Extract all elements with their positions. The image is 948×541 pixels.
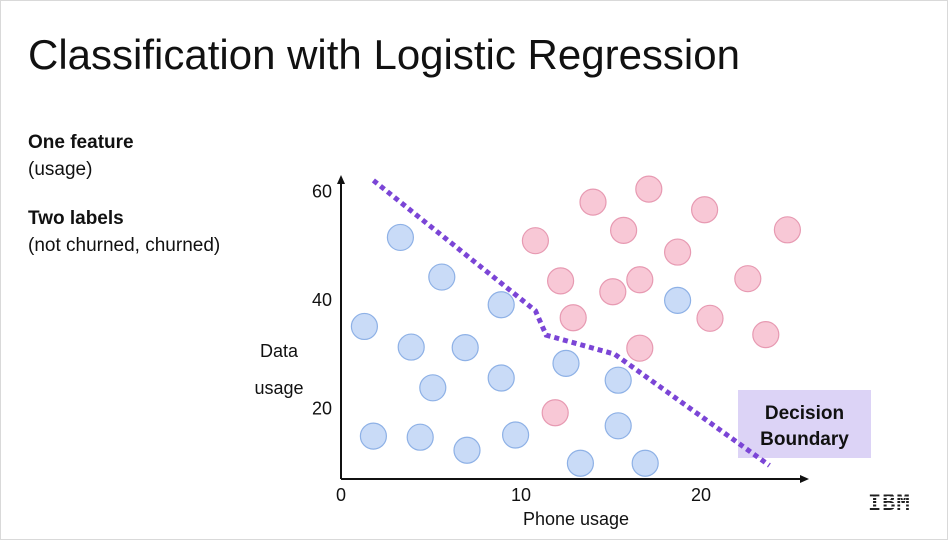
decision-boundary-line	[371, 178, 771, 468]
y-axis-arrow	[337, 175, 345, 184]
not-churned-point	[604, 366, 632, 394]
churned-point	[521, 227, 550, 255]
churned-point	[696, 304, 724, 332]
not-churned-point	[566, 449, 595, 477]
y-tick-label: 60	[312, 181, 332, 201]
ibm-logo: IBM	[868, 491, 911, 516]
churned-point	[635, 175, 663, 203]
not-churned-point	[487, 291, 515, 319]
not-churned-point	[453, 436, 481, 464]
decision-boundary-label-line1: Decision	[765, 403, 844, 424]
churned-point	[546, 267, 575, 295]
x-axis-arrow	[800, 475, 809, 483]
slide-title: Classification with Logistic Regression	[28, 31, 740, 78]
not-churned-point	[501, 421, 530, 449]
churned-point	[690, 196, 719, 224]
churned-point	[541, 399, 569, 427]
not-churned-point	[359, 422, 387, 450]
not-churned-point	[663, 286, 692, 314]
y-tick-label: 20	[312, 398, 332, 418]
y-tick-label: 40	[312, 290, 332, 310]
decision-boundary-label-line2: Boundary	[760, 429, 849, 450]
churned-point	[663, 238, 692, 266]
churned-point	[773, 216, 802, 244]
not-churned-point	[419, 374, 447, 402]
churned-point	[579, 188, 607, 216]
not-churned-point	[406, 423, 434, 451]
churned-point	[626, 266, 654, 294]
x-axis-label: Phone usage	[523, 509, 629, 529]
churned-point	[734, 265, 762, 293]
not-churned-point	[487, 364, 515, 392]
churned-point	[752, 321, 780, 349]
feature-heading: One feature	[28, 132, 134, 153]
not-churned-point	[451, 334, 479, 362]
churned-point	[609, 216, 638, 244]
not-churned-point	[552, 349, 580, 377]
not-churned-point	[386, 223, 414, 252]
churned-point	[626, 334, 654, 362]
x-tick-label: 20	[691, 485, 711, 505]
decision-boundary-label-box	[738, 390, 871, 458]
not-churned-point	[604, 412, 632, 440]
labels-heading: Two labels	[28, 208, 124, 229]
not-churned-point	[350, 312, 378, 341]
churned-point	[599, 278, 627, 306]
feature-description: (usage)	[28, 159, 93, 180]
not-churned-point	[397, 333, 425, 361]
y-axis-label-line2: usage	[254, 378, 303, 398]
not-churned-point	[428, 263, 456, 291]
y-axis-label-line1: Data	[260, 341, 299, 361]
not-churned-point	[631, 449, 659, 477]
x-tick-label: 10	[511, 485, 531, 505]
x-tick-label: 0	[336, 485, 346, 505]
churned-point	[559, 304, 587, 332]
labels-description: (not churned, churned)	[28, 235, 221, 256]
